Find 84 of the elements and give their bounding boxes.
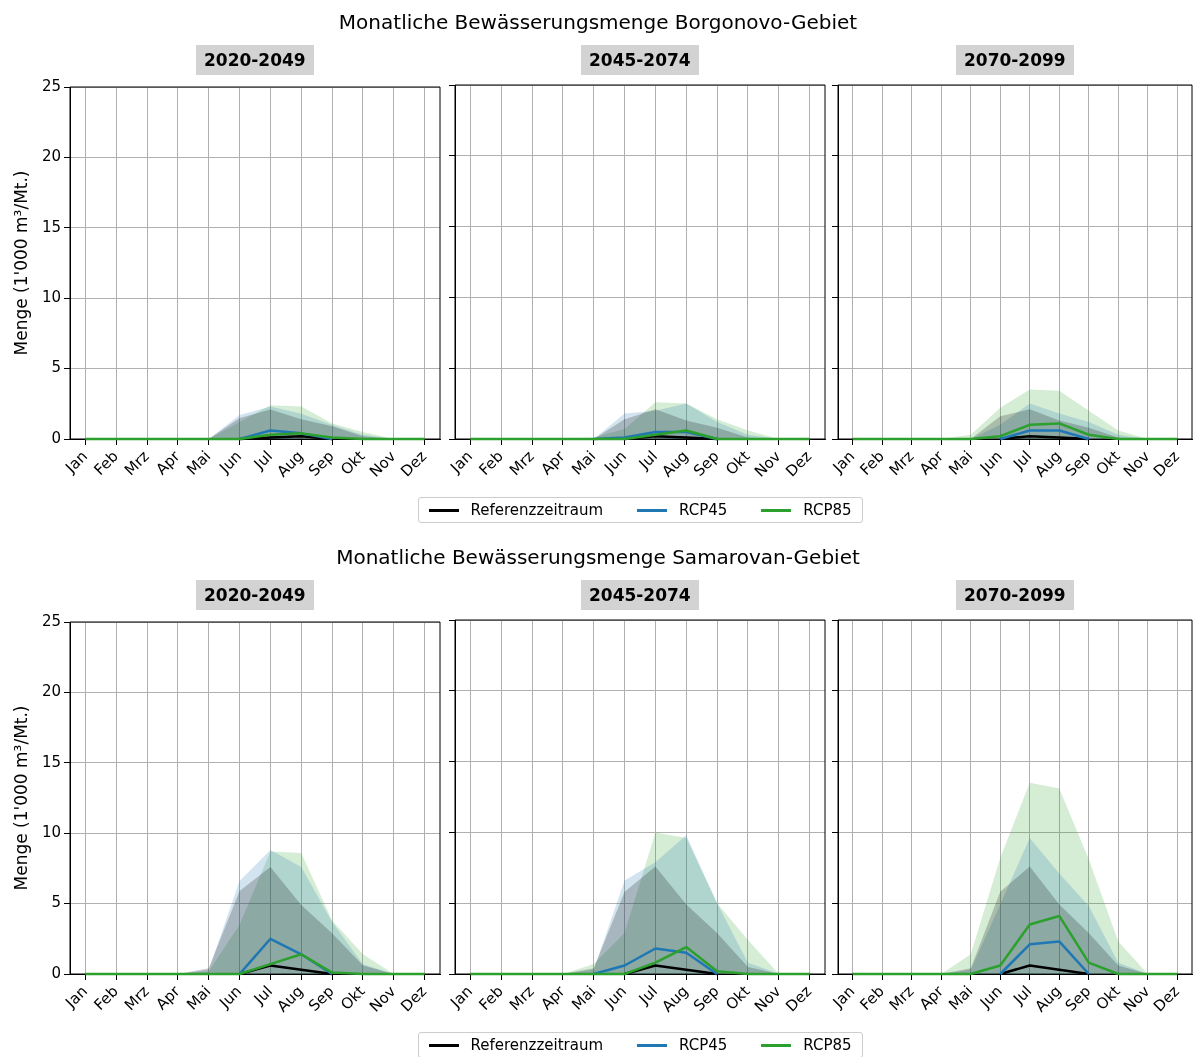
legend-label: Referenzzeitraum	[469, 501, 604, 519]
chart-title: 2020-2049	[196, 580, 314, 610]
x-tick-label: Jun	[600, 447, 631, 478]
legend-label: RCP45	[678, 1036, 728, 1054]
x-tick-label: Apr	[537, 446, 570, 479]
x-tick-label: Apr	[537, 981, 570, 1014]
x-tick-label: Apr	[152, 446, 185, 479]
y-tick-label: 25	[41, 611, 61, 630]
x-tick-label: Jul	[1009, 982, 1036, 1009]
y-tick-label: 25	[41, 76, 61, 95]
y-tick-label: 10	[41, 288, 61, 307]
x-tick-label: Dez	[1149, 982, 1183, 1016]
x-tick-label: Mai	[945, 447, 977, 479]
y-tick-label: 10	[41, 823, 61, 842]
x-tick-label: Jul	[249, 447, 276, 474]
x-tick-label: Sep	[689, 982, 723, 1015]
x-tick-label: Feb	[856, 982, 888, 1014]
x-tick-label: Dez	[397, 447, 431, 481]
x-tick-label: Dez	[397, 982, 431, 1016]
x-tick-label: Dez	[782, 447, 816, 481]
legend-label: RCP45	[678, 501, 728, 519]
legend-label: Referenzzeitraum	[469, 1036, 604, 1054]
text: Monatliche Bewässerungsmenge Samarovan-Gebiet	[335, 545, 861, 569]
x-tick-label: Jun	[975, 982, 1006, 1013]
x-tick-label: Jan	[61, 982, 91, 1012]
x-tick-label: Mrz	[505, 447, 538, 480]
x-tick-label: Feb	[90, 982, 122, 1014]
y-tick-label: 20	[41, 682, 61, 701]
x-tick-label: Mai	[945, 982, 977, 1014]
chart-title: 2045-2074	[581, 45, 699, 75]
x-tick-label: Okt	[1092, 982, 1124, 1014]
x-tick-label: Sep	[304, 982, 338, 1015]
chart-title: 2070-2099	[956, 580, 1074, 610]
y-tick-label: 15	[41, 217, 61, 236]
x-tick-label: Mrz	[120, 982, 153, 1015]
x-tick-label: Jan	[828, 982, 859, 1012]
y-axis-title: Menge (1'000 m³/Mt.)	[10, 170, 31, 356]
chart-title: 2070-2099	[956, 45, 1074, 75]
y-axis-title: Menge (1'000 m³/Mt.)	[10, 705, 31, 891]
x-tick-label: Jan	[446, 447, 476, 477]
x-tick-label: Dez	[1149, 447, 1183, 481]
x-tick-label: Jun	[215, 982, 246, 1013]
x-tick-label: Jun	[975, 447, 1006, 478]
x-tick-label: Jan	[828, 447, 859, 477]
x-tick-label: Feb	[475, 982, 507, 1014]
x-tick-label: Dez	[782, 982, 816, 1016]
x-tick-label: Mrz	[885, 982, 918, 1015]
x-tick-label: Mai	[568, 447, 600, 479]
x-tick-label: Apr	[152, 981, 185, 1014]
y-tick-label: 0	[51, 428, 61, 447]
chart-title: 2045-2074	[581, 580, 699, 610]
x-tick-label: Mrz	[120, 447, 153, 480]
x-tick-label: Sep	[304, 447, 338, 480]
x-tick-label: Mai	[183, 982, 215, 1014]
x-tick-label: Apr	[915, 446, 948, 479]
y-tick-label: 0	[51, 963, 61, 982]
x-tick-label: Jun	[600, 982, 631, 1013]
legend-label: RCP85	[802, 1036, 852, 1054]
x-tick-label: Okt	[1092, 447, 1124, 479]
x-tick-label: Jul	[634, 447, 661, 474]
x-tick-label: Jan	[446, 982, 476, 1012]
x-tick-label: Sep	[1061, 447, 1095, 480]
x-tick-label: Jun	[215, 447, 246, 478]
y-tick-label: 20	[41, 147, 61, 166]
x-tick-label: Mai	[568, 982, 600, 1014]
x-tick-label: Sep	[1061, 982, 1095, 1015]
y-tick-label: 5	[51, 358, 61, 377]
legend-label: RCP85	[802, 501, 852, 519]
chart-title: 2020-2049	[196, 45, 314, 75]
x-tick-label: Feb	[856, 447, 888, 479]
x-tick-label: Jan	[61, 447, 91, 477]
x-tick-label: Jul	[249, 982, 276, 1009]
x-tick-label: Feb	[90, 447, 122, 479]
y-tick-label: 5	[51, 893, 61, 912]
x-tick-label: Mrz	[505, 982, 538, 1015]
x-tick-label: Mai	[183, 447, 215, 479]
x-tick-label: Apr	[915, 981, 948, 1014]
x-tick-label: Jul	[634, 982, 661, 1009]
text: Monatliche Bewässerungsmenge Borgonovo-Gebiet	[337, 10, 859, 34]
x-tick-label: Jul	[1009, 447, 1036, 474]
x-tick-label: Feb	[475, 447, 507, 479]
y-tick-label: 15	[41, 752, 61, 771]
x-tick-label: Mrz	[885, 447, 918, 480]
x-tick-label: Sep	[689, 447, 723, 480]
